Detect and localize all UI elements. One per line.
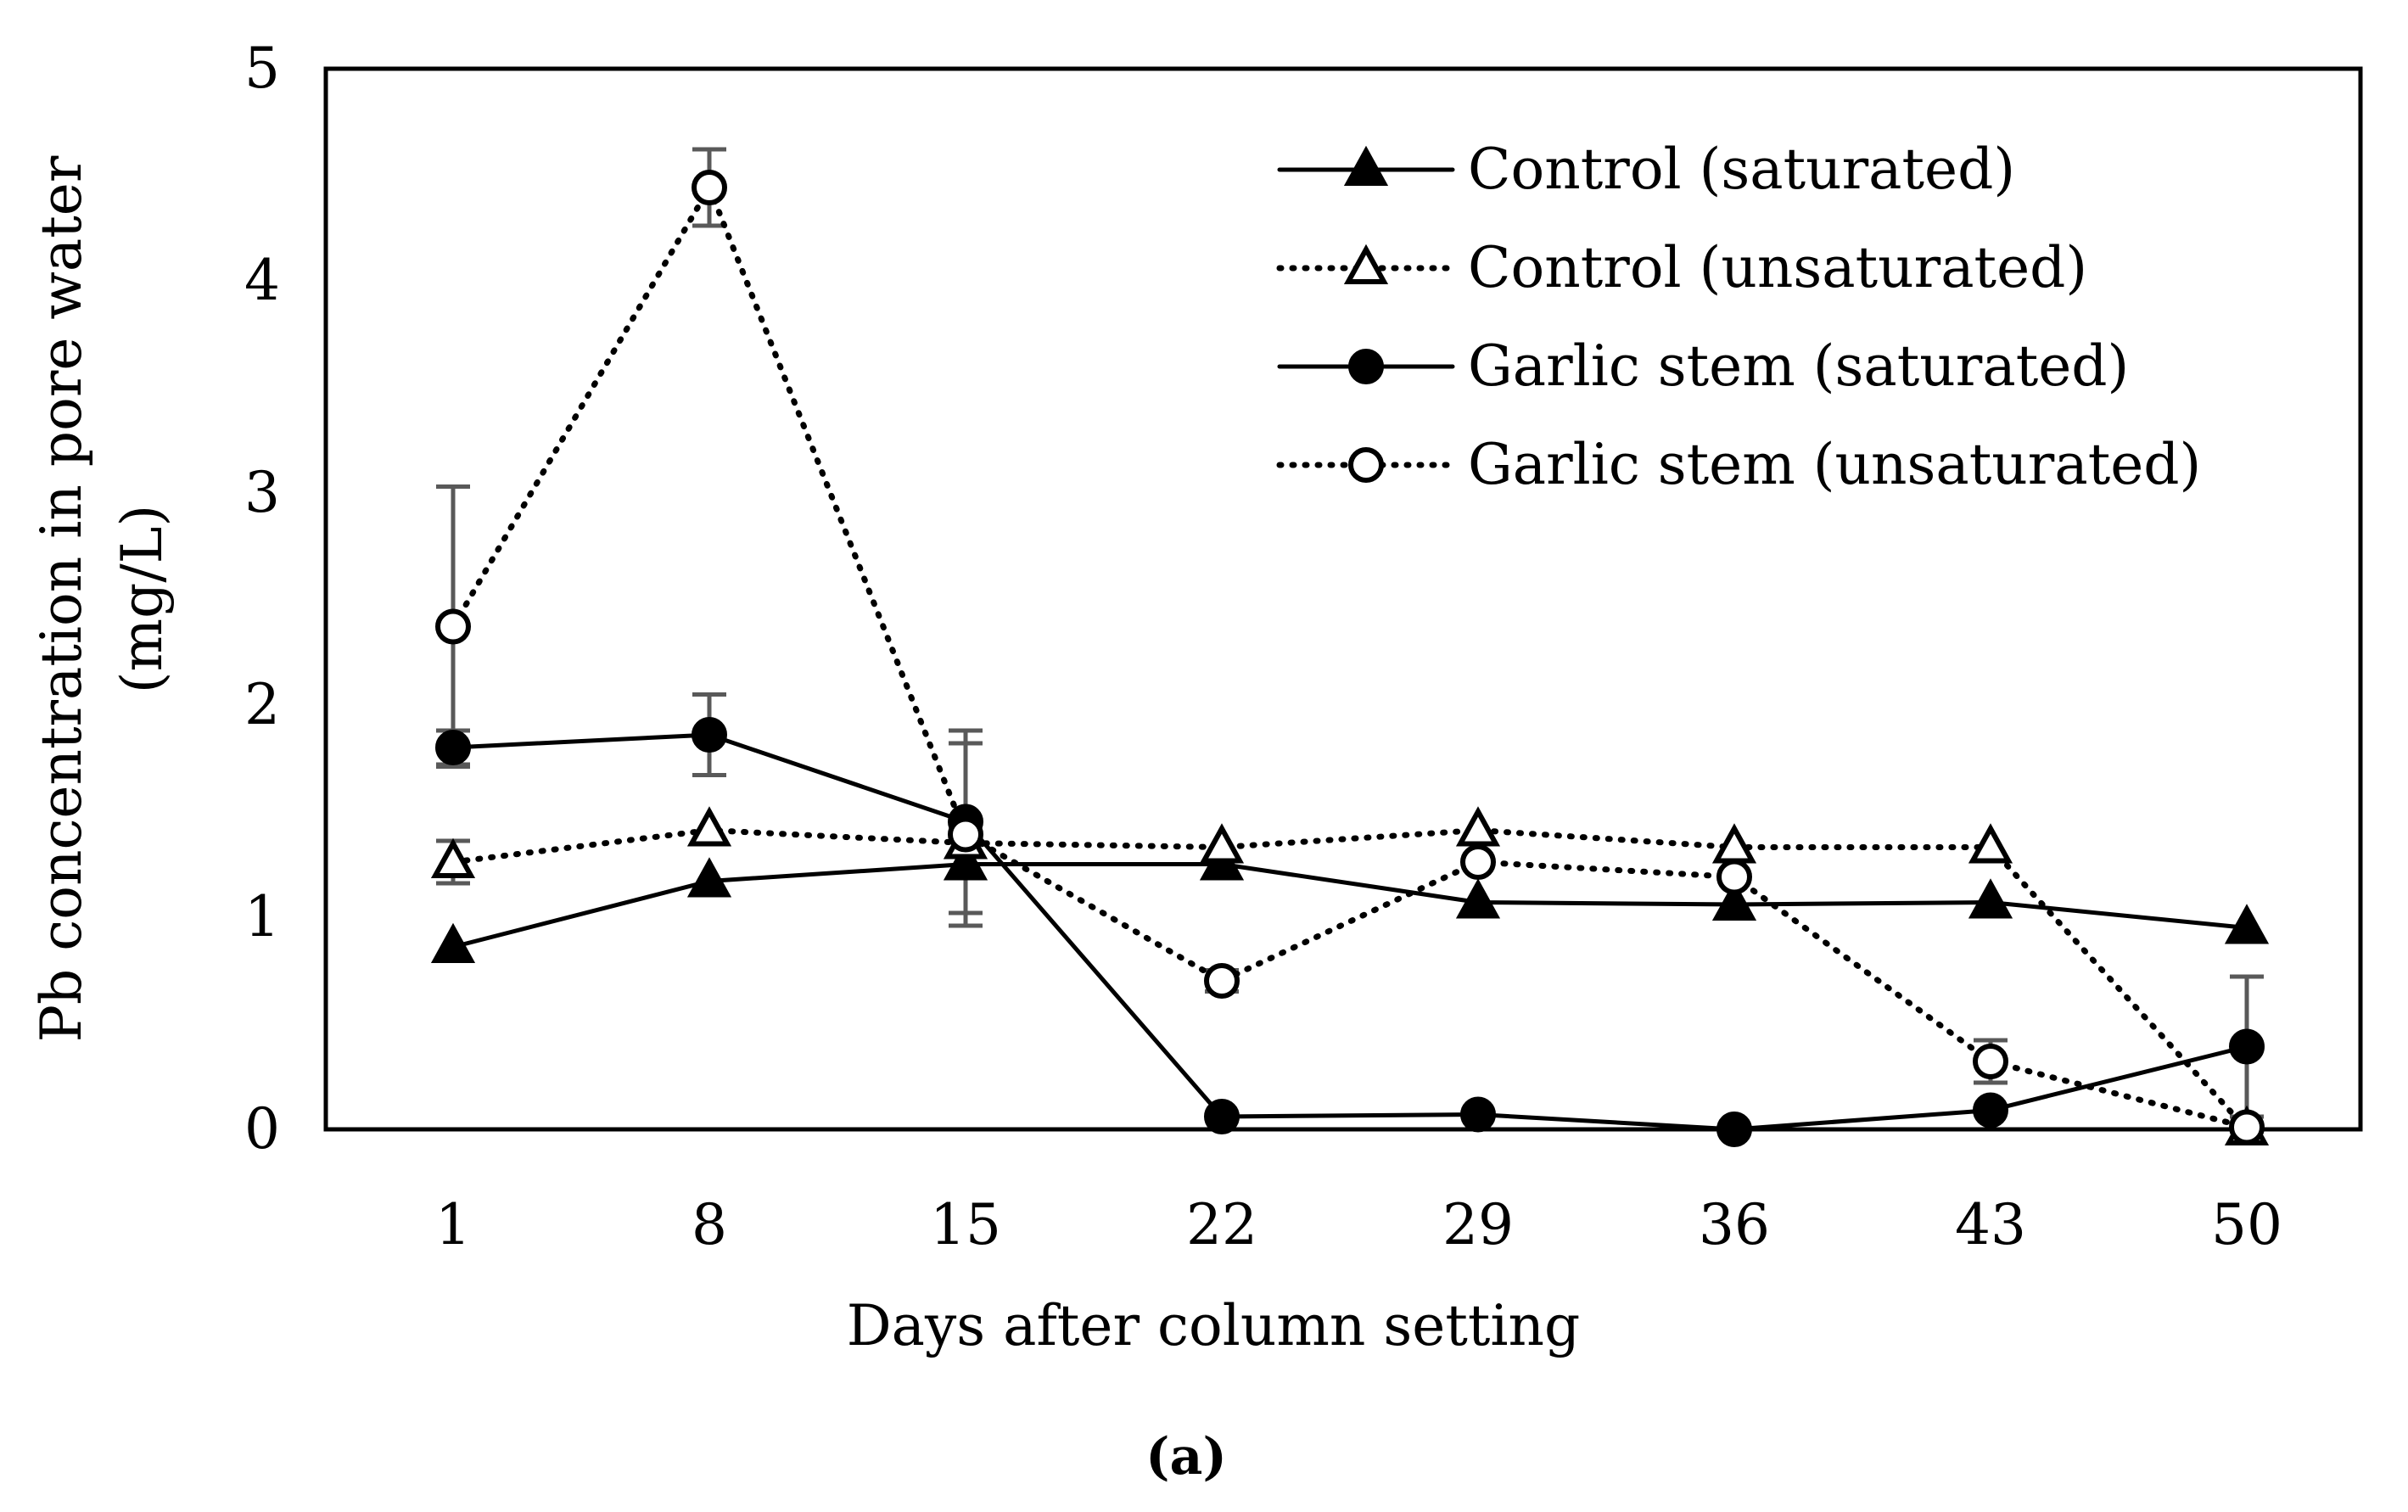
legend-marker: [1348, 349, 1384, 384]
figure-caption: (a): [1145, 1427, 1227, 1487]
legend-label: Control (saturated): [1468, 137, 2015, 202]
data-point: [1204, 1099, 1240, 1134]
data-point: [2229, 1109, 2265, 1145]
x-tick-label: 36: [1699, 1192, 1770, 1257]
y-tick-label: 5: [244, 36, 280, 101]
data-point: [1968, 823, 2013, 864]
data-point: [1711, 880, 1757, 921]
x-tick-labels: 1 8 15 22 29 36 43 50: [435, 1192, 2282, 1257]
x-tick-label: 29: [1442, 1192, 1514, 1257]
x-tick-label: 1: [435, 1192, 471, 1257]
x-tick-label: 50: [2211, 1192, 2282, 1257]
legend-label: Garlic stem (unsaturated): [1468, 432, 2201, 497]
data-point: [1460, 1096, 1496, 1133]
data-point: [1968, 878, 2013, 919]
data-point: [1716, 1112, 1752, 1147]
data-point: [692, 170, 727, 205]
y-tick-label: 3: [244, 460, 280, 525]
data-point: [1460, 844, 1496, 880]
data-point: [948, 816, 983, 853]
data-point: [1199, 823, 1245, 864]
legend-marker: [1343, 244, 1389, 284]
legend-label: Control (unsaturated): [1468, 235, 2087, 300]
x-tick-label: 22: [1186, 1192, 1257, 1257]
legend: Control (saturated) Control (unsaturated)…: [1276, 137, 2201, 497]
data-point: [1455, 878, 1501, 919]
series-line-2: [451, 732, 2249, 1132]
y-tick-label: 2: [244, 672, 280, 737]
series-line-3: [450, 181, 2250, 1130]
data-point: [430, 922, 476, 963]
y-axis-label-line1: Pb concentration in pore water: [29, 155, 94, 1042]
data-point: [435, 730, 471, 765]
data-point: [686, 857, 732, 898]
legend-marker: [1348, 447, 1384, 483]
y-axis-label-line2: (mg/L): [109, 505, 175, 693]
legend-marker: [1343, 145, 1389, 186]
x-tick-label: 8: [692, 1192, 727, 1257]
y-tick-label: 0: [244, 1096, 280, 1162]
y-tick-labels: 0 1 2 3 4 5: [244, 36, 280, 1162]
series-line-0: [451, 862, 2249, 949]
x-tick-label: 43: [1955, 1192, 2026, 1257]
x-tick-label: 15: [930, 1192, 1001, 1257]
legend-label: Garlic stem (saturated): [1468, 333, 2129, 399]
data-point: [2229, 1028, 2265, 1065]
data-point: [1973, 1044, 2008, 1079]
plot-area: [323, 66, 2363, 1132]
x-axis-label: Days after column setting: [847, 1293, 1581, 1358]
series-lines: [450, 181, 2250, 1133]
data-point: [943, 840, 988, 881]
data-point: [692, 717, 727, 753]
data-point: [2224, 904, 2270, 944]
data-point: [1204, 963, 1240, 999]
data-point: [1716, 859, 1752, 895]
data-point: [1455, 806, 1501, 847]
data-point: [430, 837, 476, 878]
y-tick-label: 1: [244, 884, 280, 949]
y-tick-label: 4: [244, 248, 280, 313]
data-point: [686, 806, 732, 847]
series-markers: [430, 170, 2270, 1147]
data-point: [435, 608, 471, 645]
data-point: [1973, 1092, 2008, 1128]
